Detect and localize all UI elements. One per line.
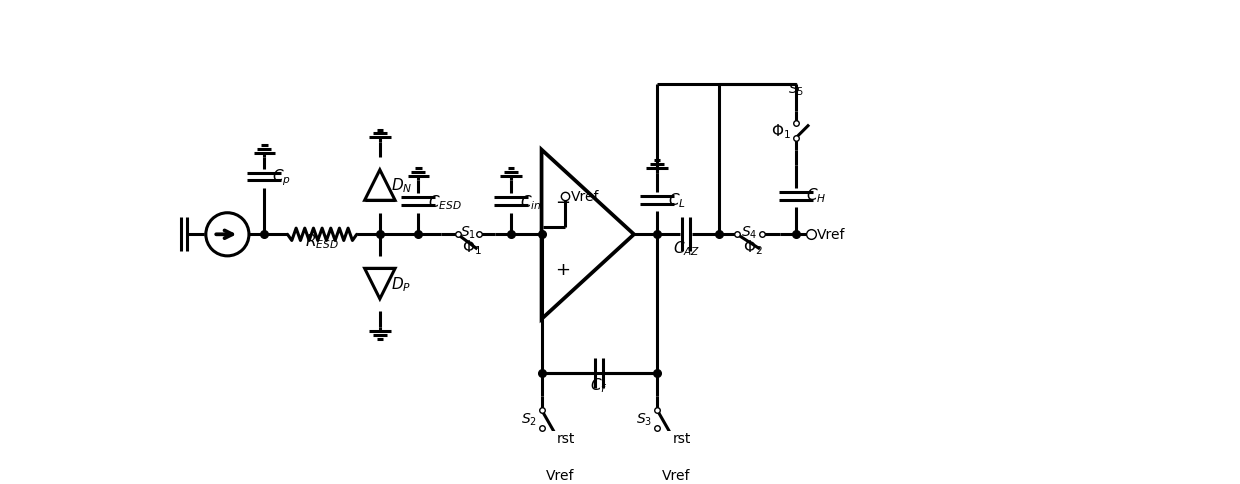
Text: $C_H$: $C_H$ [806,185,827,204]
Text: Vref: Vref [546,469,574,483]
Text: $C_{ESD}$: $C_{ESD}$ [428,193,461,211]
Text: Vref: Vref [570,189,599,203]
Text: $D_N$: $D_N$ [391,176,412,195]
Text: $C_{AZ}$: $C_{AZ}$ [672,239,701,258]
Text: $S_1$: $S_1$ [460,224,476,241]
Text: $C_{in}$: $C_{in}$ [520,193,542,211]
Text: $\Phi_2$: $\Phi_2$ [744,238,764,257]
Text: $C_f$: $C_f$ [590,376,608,394]
Text: $S_5$: $S_5$ [787,81,804,97]
Text: rst: rst [557,431,575,445]
Text: rst: rst [672,431,691,445]
Text: $C_p$: $C_p$ [272,167,291,187]
Text: $\Phi_1$: $\Phi_1$ [463,238,482,257]
Text: $D_P$: $D_P$ [391,274,410,293]
Text: $+$: $+$ [556,260,570,278]
Text: $S_3$: $S_3$ [636,411,652,427]
Text: $S_4$: $S_4$ [742,224,758,241]
Text: $C_L$: $C_L$ [668,191,686,210]
Text: $-$: $-$ [556,191,570,209]
Text: Vref: Vref [817,228,846,242]
Text: $\Phi_1$: $\Phi_1$ [771,122,791,140]
Text: Vref: Vref [662,469,691,483]
Text: $R_{ESD}$: $R_{ESD}$ [305,231,339,250]
Text: $S_2$: $S_2$ [521,411,537,427]
